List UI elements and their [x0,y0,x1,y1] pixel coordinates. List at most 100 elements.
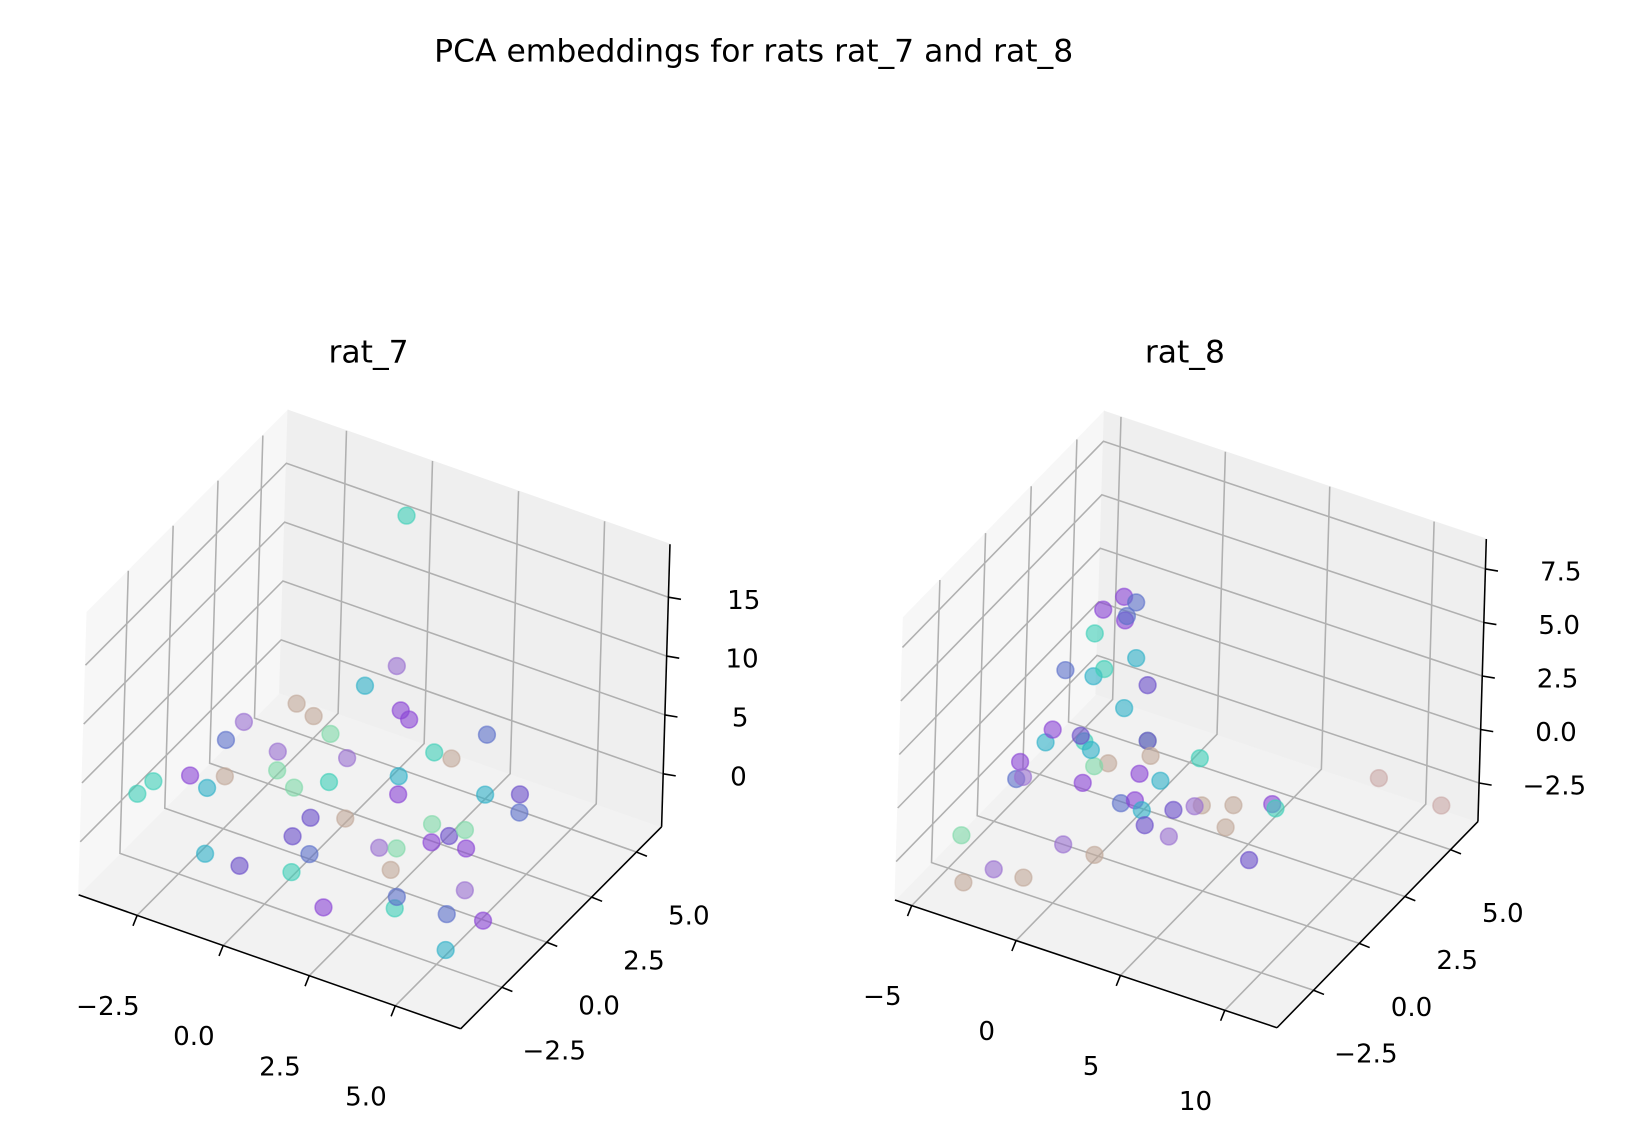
x-axis-line [78,894,461,1030]
point [128,784,147,803]
z-tick [668,596,682,601]
grid-line [84,462,669,666]
y-tick-label: 0.0 [1391,993,1433,1023]
y-tick-label: 5.0 [668,901,710,931]
z-axis-line [660,544,671,827]
y-tick [546,941,558,948]
point [510,785,530,804]
point [1141,746,1160,766]
point [1014,868,1033,887]
point [1010,752,1030,772]
z-tick-label: −2.5 [1523,772,1587,802]
y-tick-label: −2.5 [523,1037,587,1067]
point [1043,720,1062,739]
point [984,860,1003,879]
x-tick [1115,975,1122,987]
z-tick [666,655,680,659]
x-tick-label: 0 [978,1017,995,1047]
point [216,730,236,750]
point [399,710,419,729]
grid-line [83,521,667,725]
point [180,766,200,785]
y-tick-label: 0.0 [578,992,620,1022]
point [455,820,475,840]
point [337,748,357,768]
grid-line [308,491,520,977]
point [1138,731,1157,750]
point [477,725,497,744]
grid-line [976,533,1360,945]
x-tick [304,975,310,987]
x-tick-label: 5 [1083,1052,1100,1082]
point [195,844,215,863]
point [314,898,333,917]
x-tick-label: 0.0 [173,1022,215,1052]
point [1081,740,1101,760]
y-axis-line [460,826,663,1030]
point [1085,757,1104,776]
point [1085,845,1104,865]
point [1132,801,1151,820]
z-tick [663,773,676,777]
point [387,656,406,676]
point [300,844,319,864]
point [1432,796,1451,815]
point [1224,796,1243,815]
z-tick [1482,675,1495,679]
point [1085,624,1104,643]
x-tick-label: 5.0 [345,1082,387,1112]
grid-line [930,579,1314,991]
point [1216,818,1235,837]
grid-line [1224,521,1435,1011]
z-tick-label: 10 [725,645,758,675]
point [1094,600,1113,619]
point [439,826,459,846]
point [436,940,455,960]
point [1190,749,1209,768]
y-axis-line [1276,821,1479,1029]
point [301,808,320,827]
point [1073,773,1092,793]
point [197,778,217,798]
x-tick [1011,940,1017,952]
x-tick-label: 10 [1179,1087,1212,1117]
point [473,911,493,930]
z-tick [1480,728,1494,733]
point [475,785,495,804]
point [370,838,389,857]
point [1239,850,1259,870]
y-tick [591,896,603,903]
point [389,767,408,786]
point [442,749,461,768]
x-tick [906,905,913,917]
point [1135,816,1154,835]
y-tick [1450,848,1462,855]
x-tick [390,1005,397,1017]
point [287,694,306,713]
point [422,833,441,852]
z-tick [1485,568,1499,572]
point [397,506,416,525]
z-tick-label: 5 [732,704,749,734]
point [456,839,476,858]
point [336,809,355,828]
point [1151,771,1170,790]
point [283,827,302,846]
point [1164,800,1183,820]
point [1126,593,1146,612]
grid-line [253,435,637,853]
point [268,761,287,780]
grid-line [898,547,1483,756]
z-axis-line [1477,538,1488,822]
z-tick-label: 7.5 [1540,558,1582,588]
point [1095,659,1114,679]
z-tick-label: 5.0 [1538,611,1580,641]
point [381,860,400,880]
x-axis-line [894,899,1278,1029]
point [1115,698,1134,718]
grid-line [911,416,1122,907]
y-tick-label: 2.5 [623,947,665,977]
grid-line [895,654,1480,863]
point [510,803,529,822]
